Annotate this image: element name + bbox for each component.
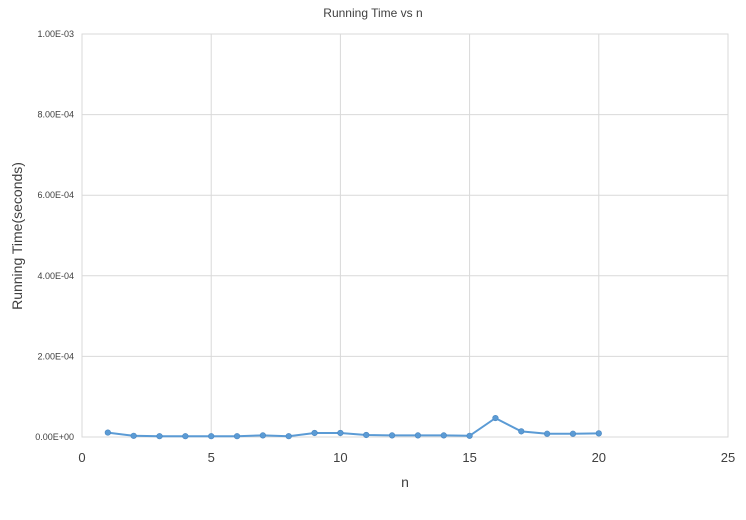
data-point: [104, 429, 111, 436]
y-tick-label: 0.00E+00: [35, 432, 74, 442]
y-axis-ticks: 0.00E+00 2.00E-04 4.00E-04 6.00E-04 8.00E-04…: [35, 29, 74, 442]
data-point: [130, 432, 137, 439]
data-point: [440, 432, 447, 439]
data-point: [259, 432, 266, 439]
data-point: [388, 432, 396, 439]
x-tick-label: 5: [208, 450, 215, 465]
x-tick-label: 20: [592, 450, 606, 465]
x-tick-label: 0: [78, 450, 85, 465]
y-tick-label: 4.00E-04: [37, 271, 74, 281]
x-tick-label: 10: [333, 450, 347, 465]
y-tick-label: 8.00E-04: [37, 110, 74, 120]
data-point: [156, 433, 163, 440]
y-tick-label: 2.00E-04: [37, 351, 74, 361]
data-point: [544, 430, 551, 437]
y-tick-label: 1.00E-03: [37, 29, 74, 39]
data-point: [311, 429, 318, 437]
data-point: [337, 429, 344, 437]
chart-title: Running Time vs n: [323, 6, 422, 20]
data-point: [363, 431, 370, 439]
series-group: [104, 414, 602, 440]
series-line: [107, 416, 599, 438]
x-tick-label: 25: [721, 450, 735, 465]
x-tick-label: 15: [462, 450, 476, 465]
data-point: [466, 432, 473, 439]
data-point: [182, 433, 189, 440]
plot-area-border: [81, 33, 729, 438]
x-axis-ticks: 0 5 10 15 20 25: [78, 450, 735, 465]
data-point: [414, 432, 422, 439]
data-point: [595, 430, 602, 437]
y-axis-label: Running Time(seconds): [9, 162, 25, 310]
data-point: [233, 433, 241, 440]
x-axis-label: n: [401, 474, 409, 490]
data-point: [518, 428, 525, 435]
data-point: [569, 430, 577, 437]
y-tick-label: 6.00E-04: [37, 190, 74, 200]
data-point: [208, 433, 215, 440]
data-point: [285, 433, 292, 440]
data-point: [492, 414, 499, 422]
